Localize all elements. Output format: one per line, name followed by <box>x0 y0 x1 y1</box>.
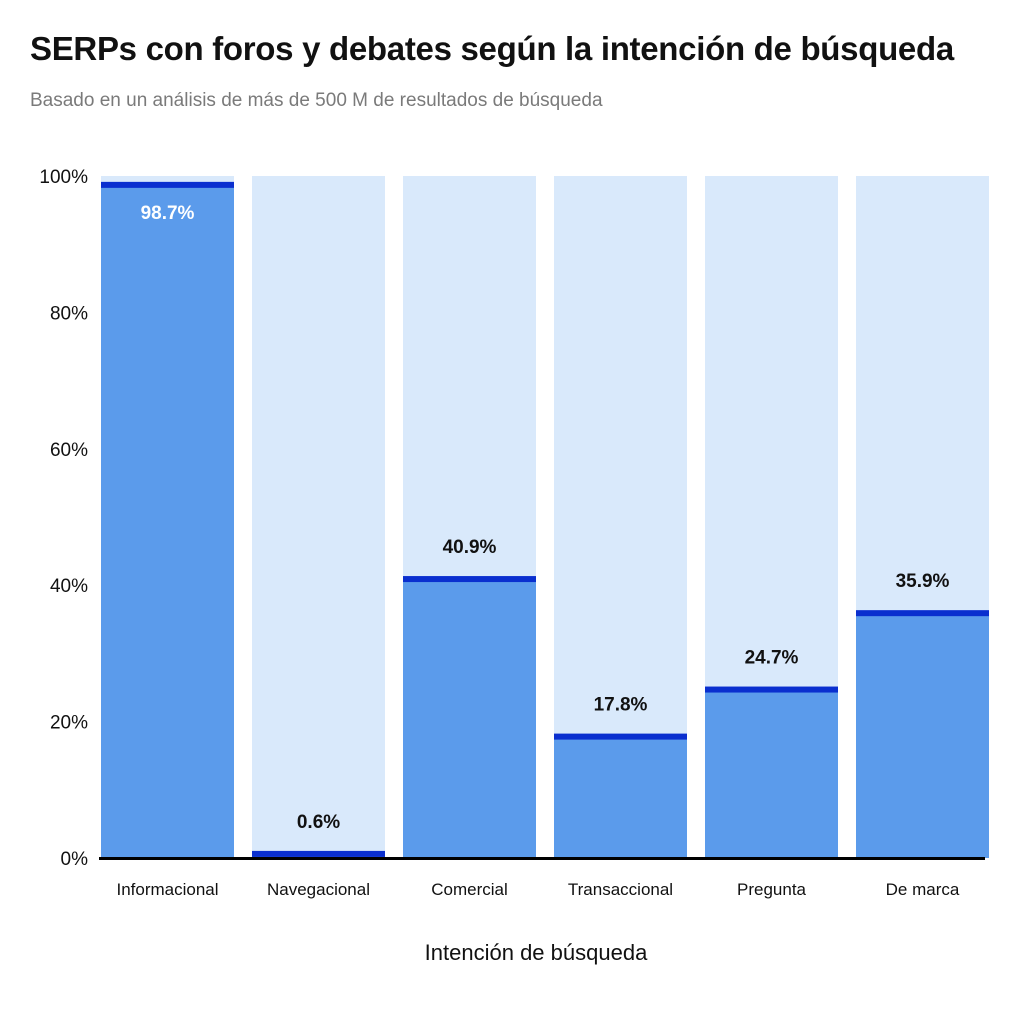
y-tick-label: 40% <box>50 576 88 597</box>
x-tick-label: De marca <box>886 880 960 899</box>
chart-subtitle: Basado en un análisis de más de 500 M de… <box>30 90 603 111</box>
bar-top-line <box>705 686 838 693</box>
y-tick-label: 100% <box>39 167 88 188</box>
bar-top-line <box>252 850 385 857</box>
bar <box>403 579 536 858</box>
bar <box>705 689 838 858</box>
bar <box>554 736 687 858</box>
bar-top-line <box>856 610 989 617</box>
data-label: 35.9% <box>896 571 950 592</box>
x-axis-title: Intención de búsqueda <box>424 940 648 965</box>
x-tick-label: Navegacional <box>267 880 370 899</box>
data-label: 40.9% <box>443 537 497 558</box>
bar <box>856 613 989 858</box>
bar-top-line <box>101 181 234 188</box>
bar-top-line <box>403 576 536 583</box>
x-tick-label: Pregunta <box>737 880 807 899</box>
data-label: 24.7% <box>745 648 799 669</box>
x-tick-label: Comercial <box>431 880 508 899</box>
bar-top-line <box>554 733 687 740</box>
x-tick-label: Transaccional <box>568 880 673 899</box>
x-axis-line <box>99 857 985 860</box>
data-label: 98.7% <box>141 203 195 224</box>
bar-background <box>252 176 385 858</box>
y-tick-label: 20% <box>50 713 88 734</box>
data-label: 17.8% <box>594 695 648 716</box>
y-tick-label: 0% <box>61 849 89 870</box>
x-tick-label: Informacional <box>116 880 218 899</box>
y-tick-label: 80% <box>50 303 88 324</box>
bar <box>101 184 234 859</box>
chart-title: SERPs con foros y debates según la inten… <box>30 30 954 67</box>
data-label: 0.6% <box>297 812 340 833</box>
y-tick-label: 60% <box>50 440 88 461</box>
